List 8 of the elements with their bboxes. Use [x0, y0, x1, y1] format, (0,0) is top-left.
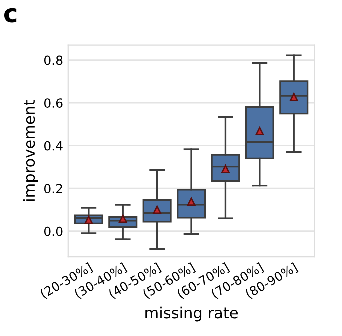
y-tick-label: 0.6: [44, 98, 63, 108]
y-axis-title: improvement: [23, 100, 38, 202]
chart-title: c: [4, 8, 17, 23]
y-tick-label: 0.2: [44, 184, 62, 194]
x-axis-title: missing rate: [146, 306, 238, 322]
y-tick-label: 0.4: [44, 141, 63, 151]
y-tick-label: 0.8: [44, 56, 63, 66]
y-tick-label: 0.0: [44, 226, 63, 236]
